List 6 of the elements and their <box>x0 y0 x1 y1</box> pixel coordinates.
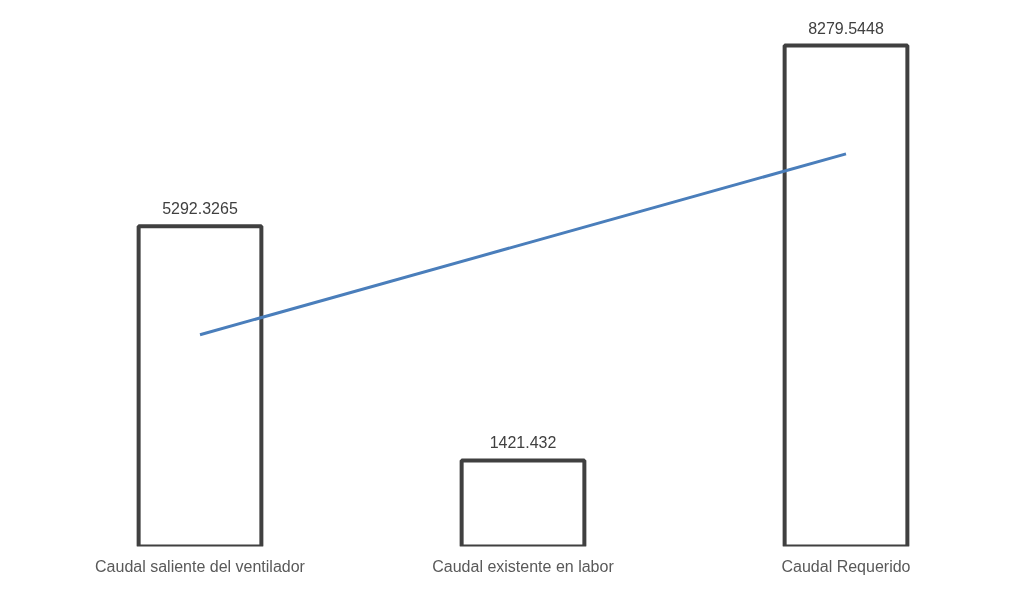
x-tick-label: Caudal Requerido <box>781 557 911 575</box>
x-tick-label: Caudal existente en labor <box>432 557 615 575</box>
data-label: 5292.3265 <box>162 200 238 218</box>
data-label: 8279.5448 <box>808 19 884 37</box>
data-label: 1421.432 <box>489 434 557 452</box>
x-tick-label: Caudal saliente del ventilador <box>95 557 306 575</box>
